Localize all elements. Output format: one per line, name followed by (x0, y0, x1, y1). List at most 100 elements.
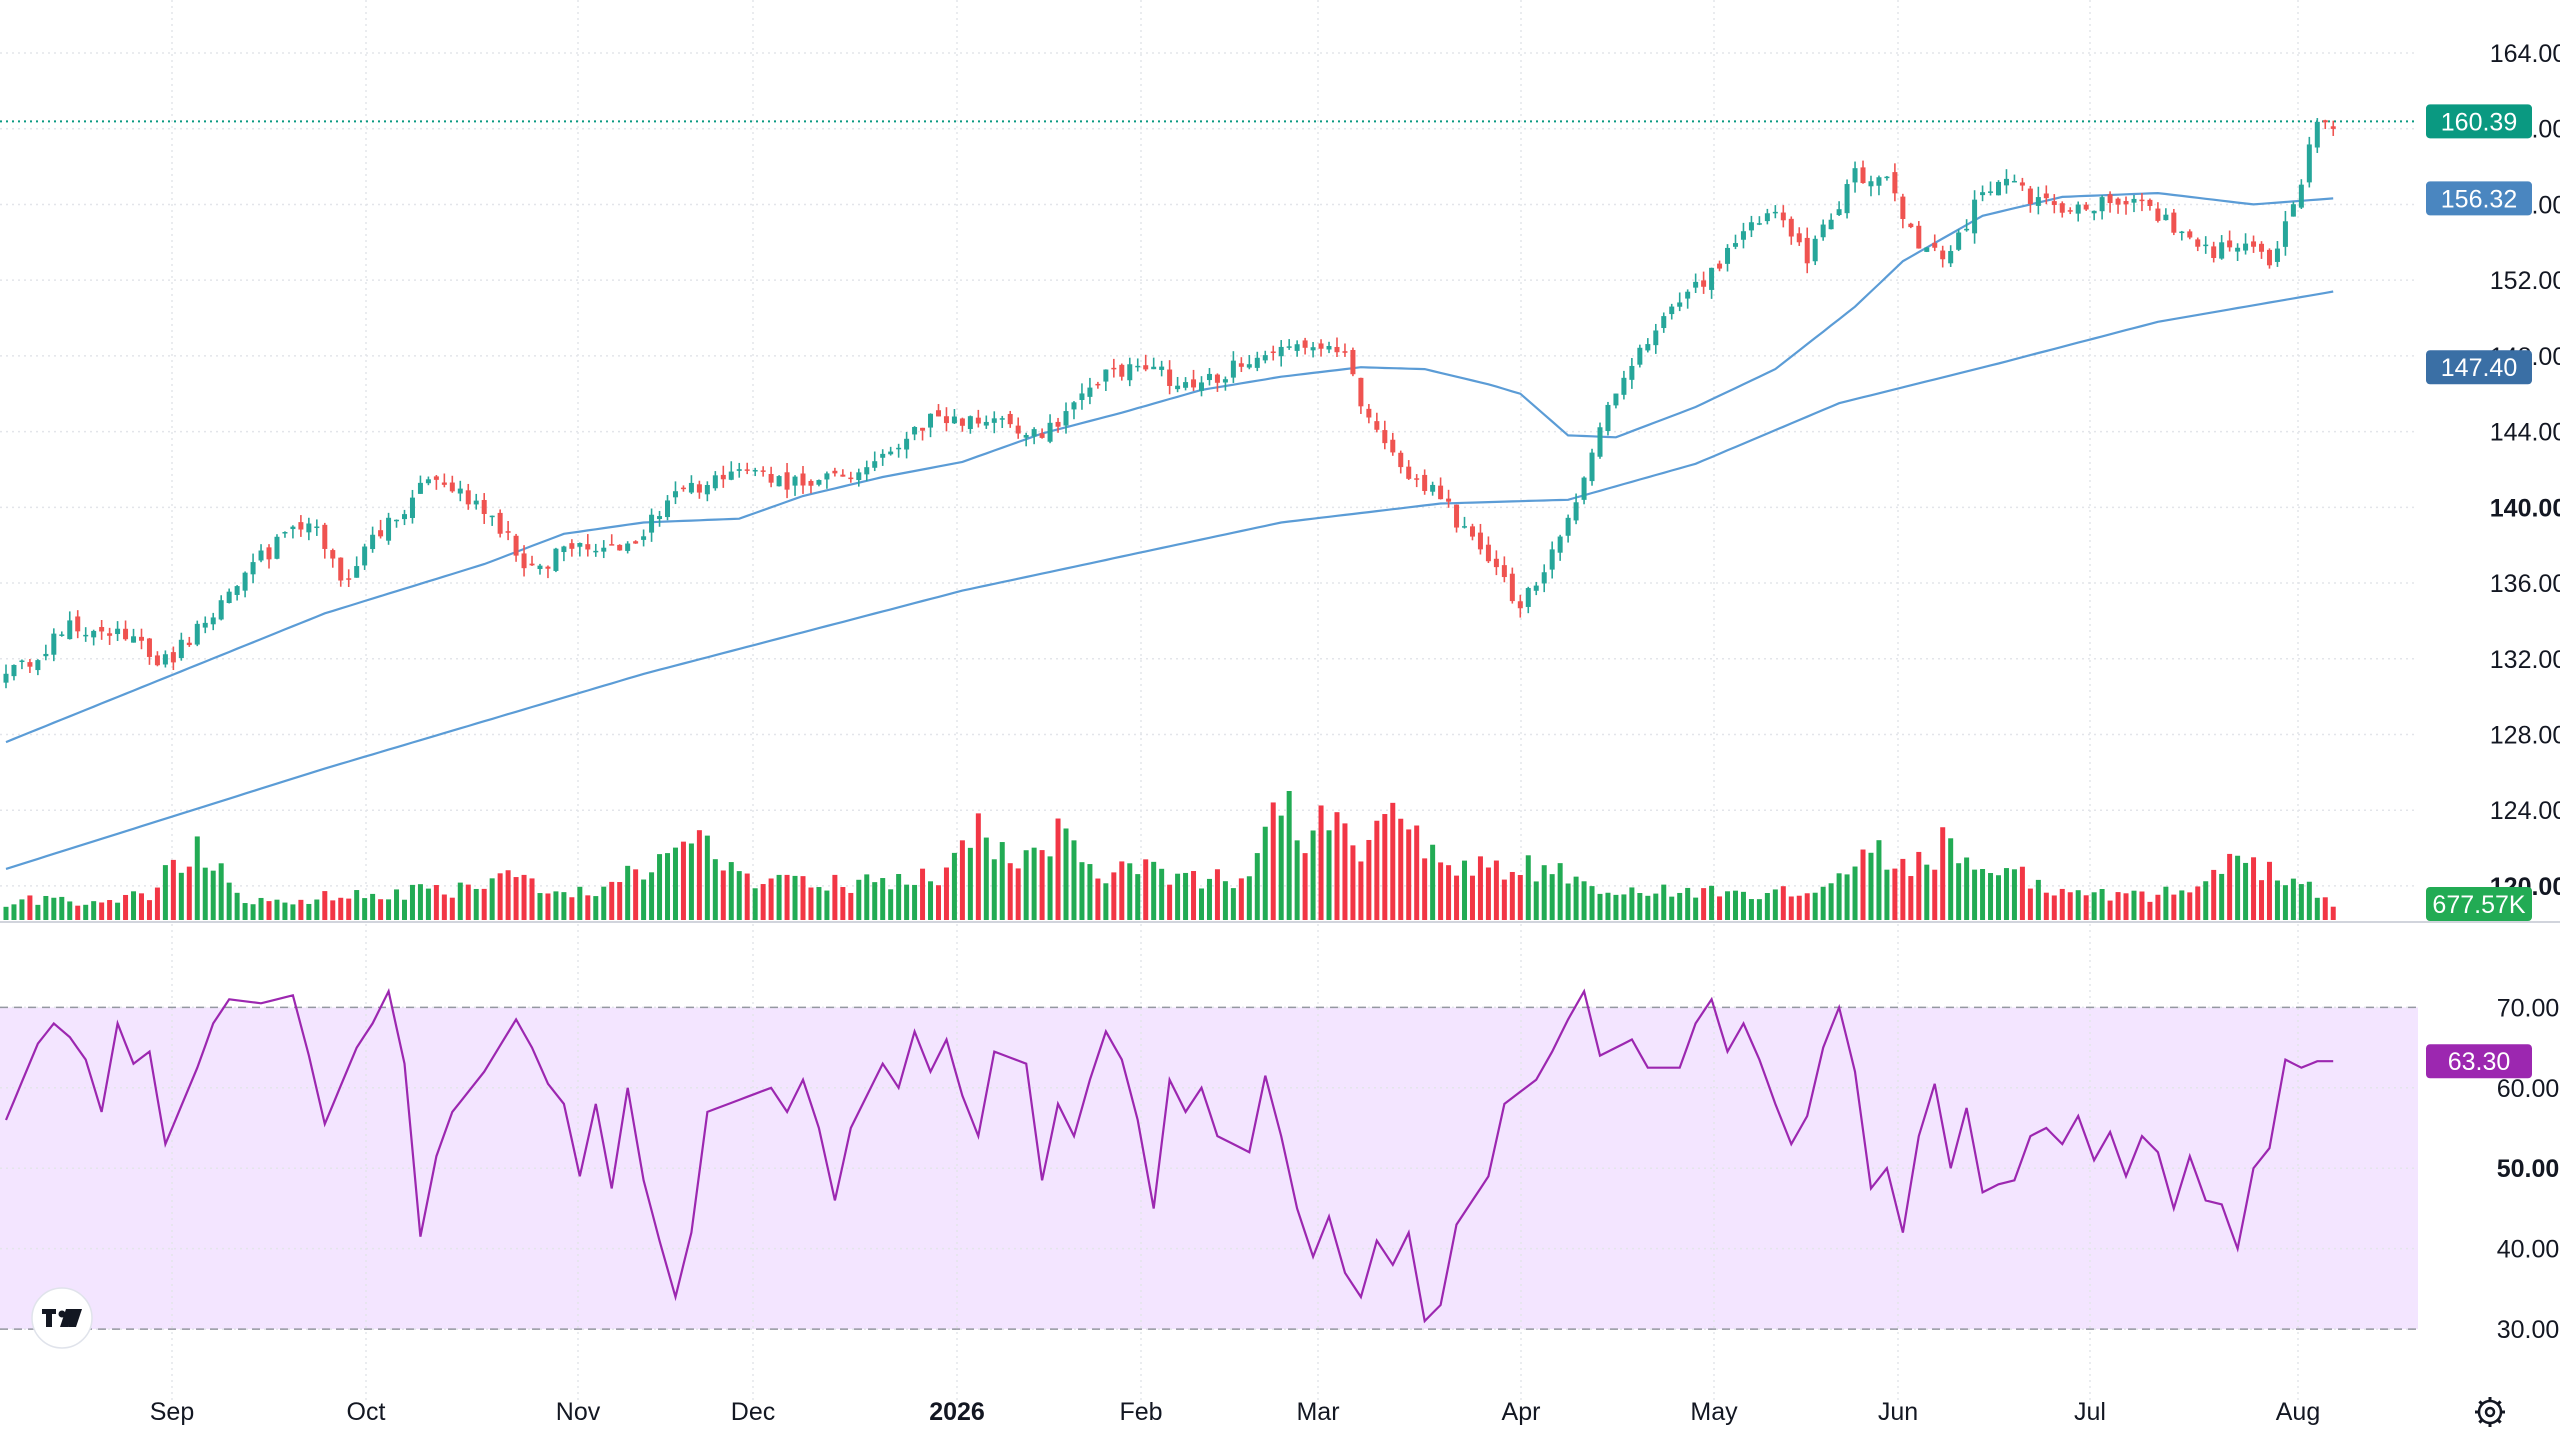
volume-bar (1988, 873, 1994, 920)
candle-body (649, 514, 655, 533)
ma-short-line (5, 191, 2334, 744)
last-price-badge (2426, 104, 2532, 139)
volume-bar (234, 892, 240, 920)
volume-bar (1621, 894, 1627, 920)
volume-bar (1159, 868, 1165, 920)
candle-body (1326, 346, 1332, 350)
volume-bar (1924, 864, 1930, 920)
volume-bar (736, 871, 742, 920)
candle-body (1669, 306, 1675, 315)
volume-bar (1732, 890, 1738, 920)
candle-body (178, 639, 184, 659)
volume-bar (2043, 892, 2049, 920)
volume-bar (744, 873, 750, 920)
chart-icons[interactable] (31, 1287, 2505, 1427)
candle-body (2203, 244, 2209, 247)
volume-bar (1932, 869, 1938, 920)
volume-bar (2298, 884, 2304, 920)
volume-bar (242, 903, 248, 920)
candle-body (1940, 250, 1946, 260)
volume-bar (1940, 827, 1946, 920)
candle-body (1023, 435, 1029, 438)
volume-bar (473, 888, 479, 920)
candle-body (2115, 198, 2121, 205)
volume-bar (162, 865, 168, 920)
volume-bar (1286, 791, 1292, 920)
price-tick-label: 140.00 (2490, 494, 2560, 522)
candle-body (2139, 199, 2145, 202)
volume-bar (1725, 891, 1731, 920)
rsi-value-badge-text: 63.30 (2448, 1048, 2511, 1076)
settings-gear-icon[interactable] (2475, 1397, 2505, 1427)
volume-bar (712, 859, 718, 920)
volume-bar (720, 870, 726, 920)
volume-bar (1087, 864, 1093, 920)
volume-bar (752, 888, 758, 920)
candle-body (848, 477, 854, 480)
candle-body (1980, 192, 1986, 196)
volume-bar (218, 863, 224, 920)
candle-body (1972, 199, 1978, 234)
candle-body (824, 473, 830, 480)
candle-body (1159, 366, 1165, 370)
volume-bar (1780, 886, 1786, 920)
volume-bar (967, 847, 973, 920)
candle-body (1438, 485, 1444, 500)
candle-body (1007, 413, 1013, 425)
volume-bar (1996, 875, 2001, 920)
rsi-panel (4, 988, 2334, 1324)
candle-body (1613, 393, 1619, 406)
volume-bar (2195, 886, 2201, 920)
volume-bar (1398, 818, 1404, 920)
time-tick-label: May (1690, 1398, 1738, 1426)
volume-bar (1772, 889, 1778, 920)
candle-body (832, 470, 838, 474)
candle-body (210, 617, 216, 625)
candle-body (1230, 360, 1236, 378)
candle-body (688, 482, 694, 493)
candle-body (2107, 194, 2113, 204)
candle-body (1996, 181, 2001, 196)
candle-body (943, 416, 949, 424)
volume-bar (1406, 829, 1412, 920)
candle-body (1661, 316, 1667, 329)
candle-body (1788, 218, 1794, 237)
rsi-line (4, 988, 2334, 1324)
candle-body (67, 620, 73, 640)
candle-body (2211, 246, 2217, 259)
candle-body (920, 427, 926, 431)
candle-body (1597, 427, 1603, 457)
candle-body (1334, 346, 1340, 353)
candle-body (959, 418, 965, 426)
candle-body (2219, 242, 2225, 259)
candle-body (1709, 267, 1715, 290)
volume-bar (649, 872, 655, 920)
candle-body (402, 514, 407, 520)
candle-body (1581, 477, 1587, 500)
candle-body (752, 470, 758, 472)
grid-lines (0, 0, 2560, 1400)
volume-bar (1589, 886, 1595, 920)
candle-body (2091, 210, 2097, 214)
volume-bar (569, 897, 575, 920)
candle-body (330, 550, 336, 559)
candle-body (1318, 343, 1324, 349)
candle-body (1549, 549, 1555, 570)
ma-long-badge-text: 147.40 (2441, 354, 2517, 382)
volume-bar (1669, 896, 1675, 920)
candle-body (131, 636, 137, 643)
candle-body (1111, 367, 1117, 370)
tradingview-logo-icon[interactable] (31, 1287, 93, 1349)
price-tick-label: 128.00 (2490, 721, 2560, 749)
volume-bar (553, 891, 559, 920)
candle-body (378, 530, 384, 537)
ma-short-layer (5, 191, 2334, 744)
candle-body (75, 616, 81, 632)
candle-body (1860, 167, 1866, 184)
volume-bar (338, 897, 344, 920)
volume-bar (1366, 839, 1372, 920)
candle-body (2243, 243, 2249, 251)
volume-bar (1764, 892, 1770, 920)
